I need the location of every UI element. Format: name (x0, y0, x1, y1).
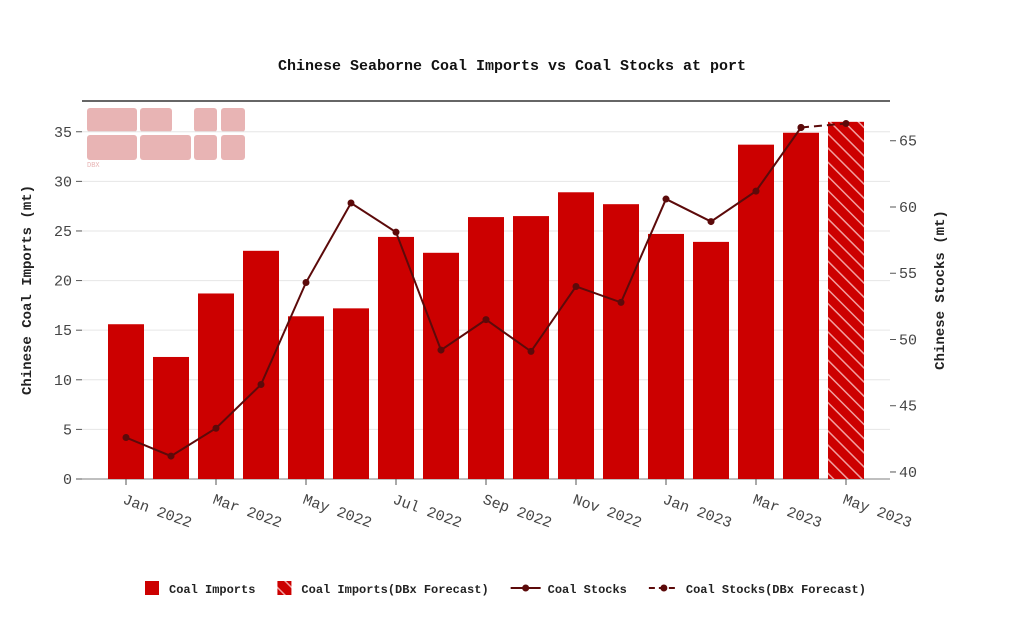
y-tick-label: 30 (54, 174, 72, 191)
point (572, 282, 580, 290)
bar (288, 316, 324, 479)
y-tick-label: 35 (54, 125, 72, 142)
point (752, 187, 760, 195)
bar (783, 132, 819, 479)
bar (738, 144, 774, 479)
logo (87, 108, 245, 160)
x-tick-label: Sep 2022 (480, 492, 553, 533)
y-tick-label: 20 (54, 274, 72, 291)
legend-item: Coal Imports(DBx Forecast) (277, 581, 489, 597)
x-tick-label: Jan 2023 (660, 492, 733, 533)
bar (423, 252, 459, 479)
point (347, 199, 355, 207)
legend-item: Coal Stocks(DBx Forecast) (648, 583, 866, 597)
line (800, 122, 847, 129)
x-tick-label: May 2023 (840, 492, 913, 533)
point (527, 347, 535, 355)
legend-label: Coal Imports (169, 583, 255, 597)
point (842, 120, 850, 128)
bar (558, 192, 594, 480)
point (662, 195, 670, 203)
point (257, 381, 265, 389)
point (707, 218, 715, 226)
legend-swatch-dot (660, 584, 668, 592)
y-tick-label: 5 (63, 422, 72, 439)
legend-label: Coal Stocks(DBx Forecast) (686, 583, 866, 597)
y-tick-label: 15 (54, 323, 72, 340)
bar (603, 204, 639, 480)
bar (828, 121, 864, 479)
point (392, 228, 400, 236)
y-axis-label: Chinese Coal Imports (mt) (20, 185, 36, 395)
x-tick-label: Jul 2022 (390, 492, 463, 533)
bar (243, 250, 279, 479)
legend-swatch (277, 581, 292, 595)
bar (153, 356, 189, 479)
point (617, 298, 625, 306)
bar (108, 324, 144, 479)
x-tick-label: May 2022 (300, 492, 373, 533)
y2-axis-label: Chinese Stocks (mt) (933, 210, 949, 370)
point (482, 316, 490, 324)
x-tick-label: Mar 2023 (750, 492, 823, 533)
chart-title: Chinese Seaborne Coal Imports vs Coal St… (278, 58, 746, 75)
point (212, 424, 220, 432)
bar (378, 236, 414, 479)
x-tick-label: Jan 2022 (120, 492, 193, 533)
y2-tick-label: 65 (899, 134, 917, 151)
legend-label: Coal Stocks (548, 583, 627, 597)
y2-tick-label: 55 (899, 266, 917, 283)
point (122, 434, 130, 442)
point (797, 123, 805, 131)
bar (333, 308, 369, 479)
logo-text: DBX (87, 162, 100, 170)
bar (198, 293, 234, 479)
y2-tick-label: 45 (899, 399, 917, 416)
line (125, 126, 802, 458)
y-tick-label: 0 (63, 472, 72, 489)
y2-tick-label: 40 (899, 465, 917, 482)
bar (513, 216, 549, 479)
legend-label: Coal Imports(DBx Forecast) (301, 583, 488, 597)
y2-tick-label: 60 (899, 200, 917, 217)
y-tick-label: 10 (54, 373, 72, 390)
x-tick-label: Nov 2022 (570, 492, 643, 533)
point (437, 346, 445, 354)
point (167, 452, 175, 460)
y-tick-label: 25 (54, 224, 72, 241)
bar (693, 241, 729, 479)
legend-item: Coal Imports (145, 581, 255, 597)
bar (648, 233, 684, 479)
legend-swatch-dot (522, 584, 530, 592)
y2-tick-label: 50 (899, 332, 917, 349)
bar (468, 217, 504, 479)
legend-swatch (145, 581, 159, 595)
x-tick-label: Mar 2022 (210, 492, 283, 533)
point (302, 279, 310, 287)
legend-item: Coal Stocks (510, 583, 627, 597)
